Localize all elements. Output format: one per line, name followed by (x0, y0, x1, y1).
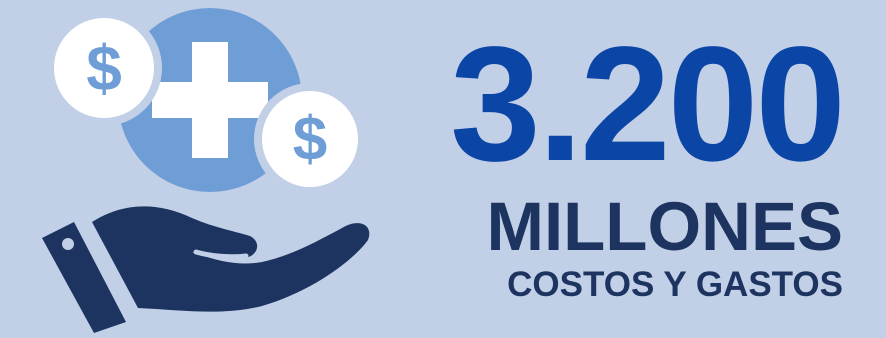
dollar-coin-icon: $ (254, 83, 366, 195)
svg-text:$: $ (86, 32, 122, 104)
open-hand-icon (42, 206, 370, 333)
svg-text:$: $ (293, 105, 327, 174)
stat-unit: MILLONES (486, 188, 844, 265)
stat-caption: COSTOS Y GASTOS (507, 265, 843, 304)
stat-block: 3.200 MILLONES COSTOS Y GASTOS (405, 0, 875, 333)
health-cost-icon-group: $ $ (42, 8, 370, 333)
dollar-coin-icon: $ (46, 10, 162, 126)
health-cost-illustration: $ $ (0, 0, 400, 333)
stat-amount: 3.200 (450, 12, 846, 195)
